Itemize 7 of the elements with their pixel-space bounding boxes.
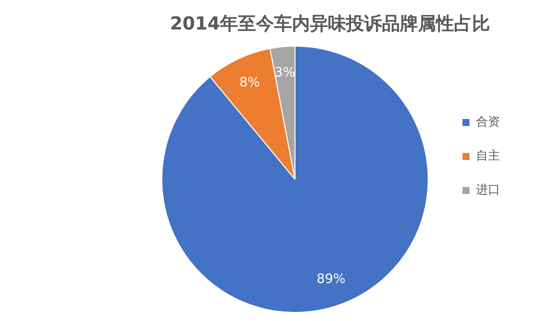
data-label: 8% xyxy=(239,75,260,90)
legend-label: 进口 xyxy=(476,182,500,197)
legend-label: 合资 xyxy=(476,114,500,129)
data-label: 3% xyxy=(274,66,296,81)
legend-label: 自主 xyxy=(476,148,500,163)
chart-title: 2014年至今车内异味投诉品牌属性占比 xyxy=(170,13,490,34)
data-label: 89% xyxy=(316,272,346,287)
